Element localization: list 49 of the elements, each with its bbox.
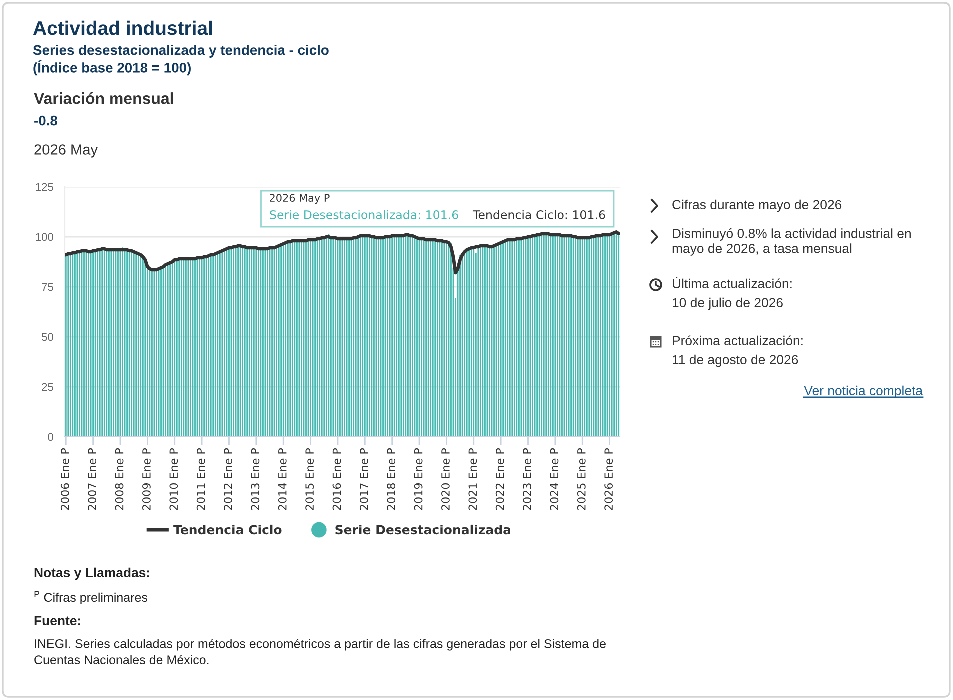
legend-label: Tendencia Ciclo xyxy=(174,524,282,535)
x-tick-label: 2012 Ene P xyxy=(224,448,232,510)
text: Notas y Llamadas: xyxy=(34,568,150,580)
x-tick-label: 2011 Ene P xyxy=(196,448,206,510)
y-tick-label: 100 xyxy=(36,233,54,242)
x-tick-label: 2020 Ene P xyxy=(442,448,450,510)
line-series xyxy=(65,230,620,275)
x-tick-label: 2017 Ene P xyxy=(360,448,368,510)
text: 2026 May xyxy=(34,144,98,158)
annotation: Tendencia Ciclo: 101.6 xyxy=(472,210,606,220)
y-tick-label: 25 xyxy=(42,383,54,392)
text: Disminuyó 0.8% la actividad industrial en mayo de 2026, a tasa mensual xyxy=(672,228,911,256)
x-tick-label: 2026 Ene P xyxy=(604,448,614,510)
y-tick-label: 75 xyxy=(42,283,54,292)
x-tick-label: 2019 Ene P xyxy=(414,448,423,510)
text: Ver noticia completa xyxy=(804,386,924,398)
x-tick-label: 2024 Ene P xyxy=(550,448,559,510)
x-tick-label: 2014 Ene P xyxy=(278,448,287,510)
x-tick-label: 2009 Ene P xyxy=(142,448,151,510)
text: Próxima actualización: xyxy=(673,336,803,346)
x-tick-label: 2018 Ene P xyxy=(387,448,396,510)
text: 10 de julio de 2026 xyxy=(673,298,783,310)
x-tick-label: 2007 Ene P xyxy=(88,448,97,510)
x-tick-label: 2015 Ene P xyxy=(306,448,314,510)
legend-label: Serie Desestacionalizada xyxy=(336,524,510,535)
source-note: Fuente: xyxy=(34,616,80,626)
x-tick-label: 2006 Ene P xyxy=(60,448,70,510)
y-tick-label: 50 xyxy=(42,333,54,342)
chart-subtitle: Series desestacionalizada y tendencia - ciclo (Índice base 2018 = 100) xyxy=(33,45,329,76)
text: Variación mensual xyxy=(34,92,174,104)
y-tick-label: 125 xyxy=(36,183,54,192)
x-tick-label: 2010 Ene P xyxy=(170,448,178,510)
annotation: 2026 May P xyxy=(270,194,330,204)
text: Última actualización: xyxy=(673,276,792,289)
x-tick-label: 2025 Ene P xyxy=(577,448,586,510)
x-tick-label: 2008 Ene P xyxy=(115,448,124,510)
x-tick-label: 2013 Ene P xyxy=(251,448,260,510)
text: -0.8 xyxy=(34,116,58,126)
x-tick-label: 2023 Ene P xyxy=(523,448,532,510)
x-tick-label: 2021 Ene P xyxy=(468,448,478,510)
y-tick-label: 0 xyxy=(48,433,54,442)
chart-title: Actividad industrial xyxy=(33,20,212,36)
text: $^{P}$ Cifras preliminares xyxy=(34,591,148,605)
x-tick-label: 2016 Ene P xyxy=(332,448,342,510)
x-tick-label: 2022 Ene P xyxy=(496,448,504,510)
annotation: Serie Desestacionalizada: 101.6 xyxy=(270,210,458,220)
text: 11 de agosto de 2026 xyxy=(673,354,798,368)
text: Cifras durante mayo de 2026 xyxy=(672,200,842,212)
text: INEGI. Series calculadas por métodos econométricos a partir de las cifras generadas por el Sistema de Cuentas Nacionales de México. xyxy=(34,639,606,665)
